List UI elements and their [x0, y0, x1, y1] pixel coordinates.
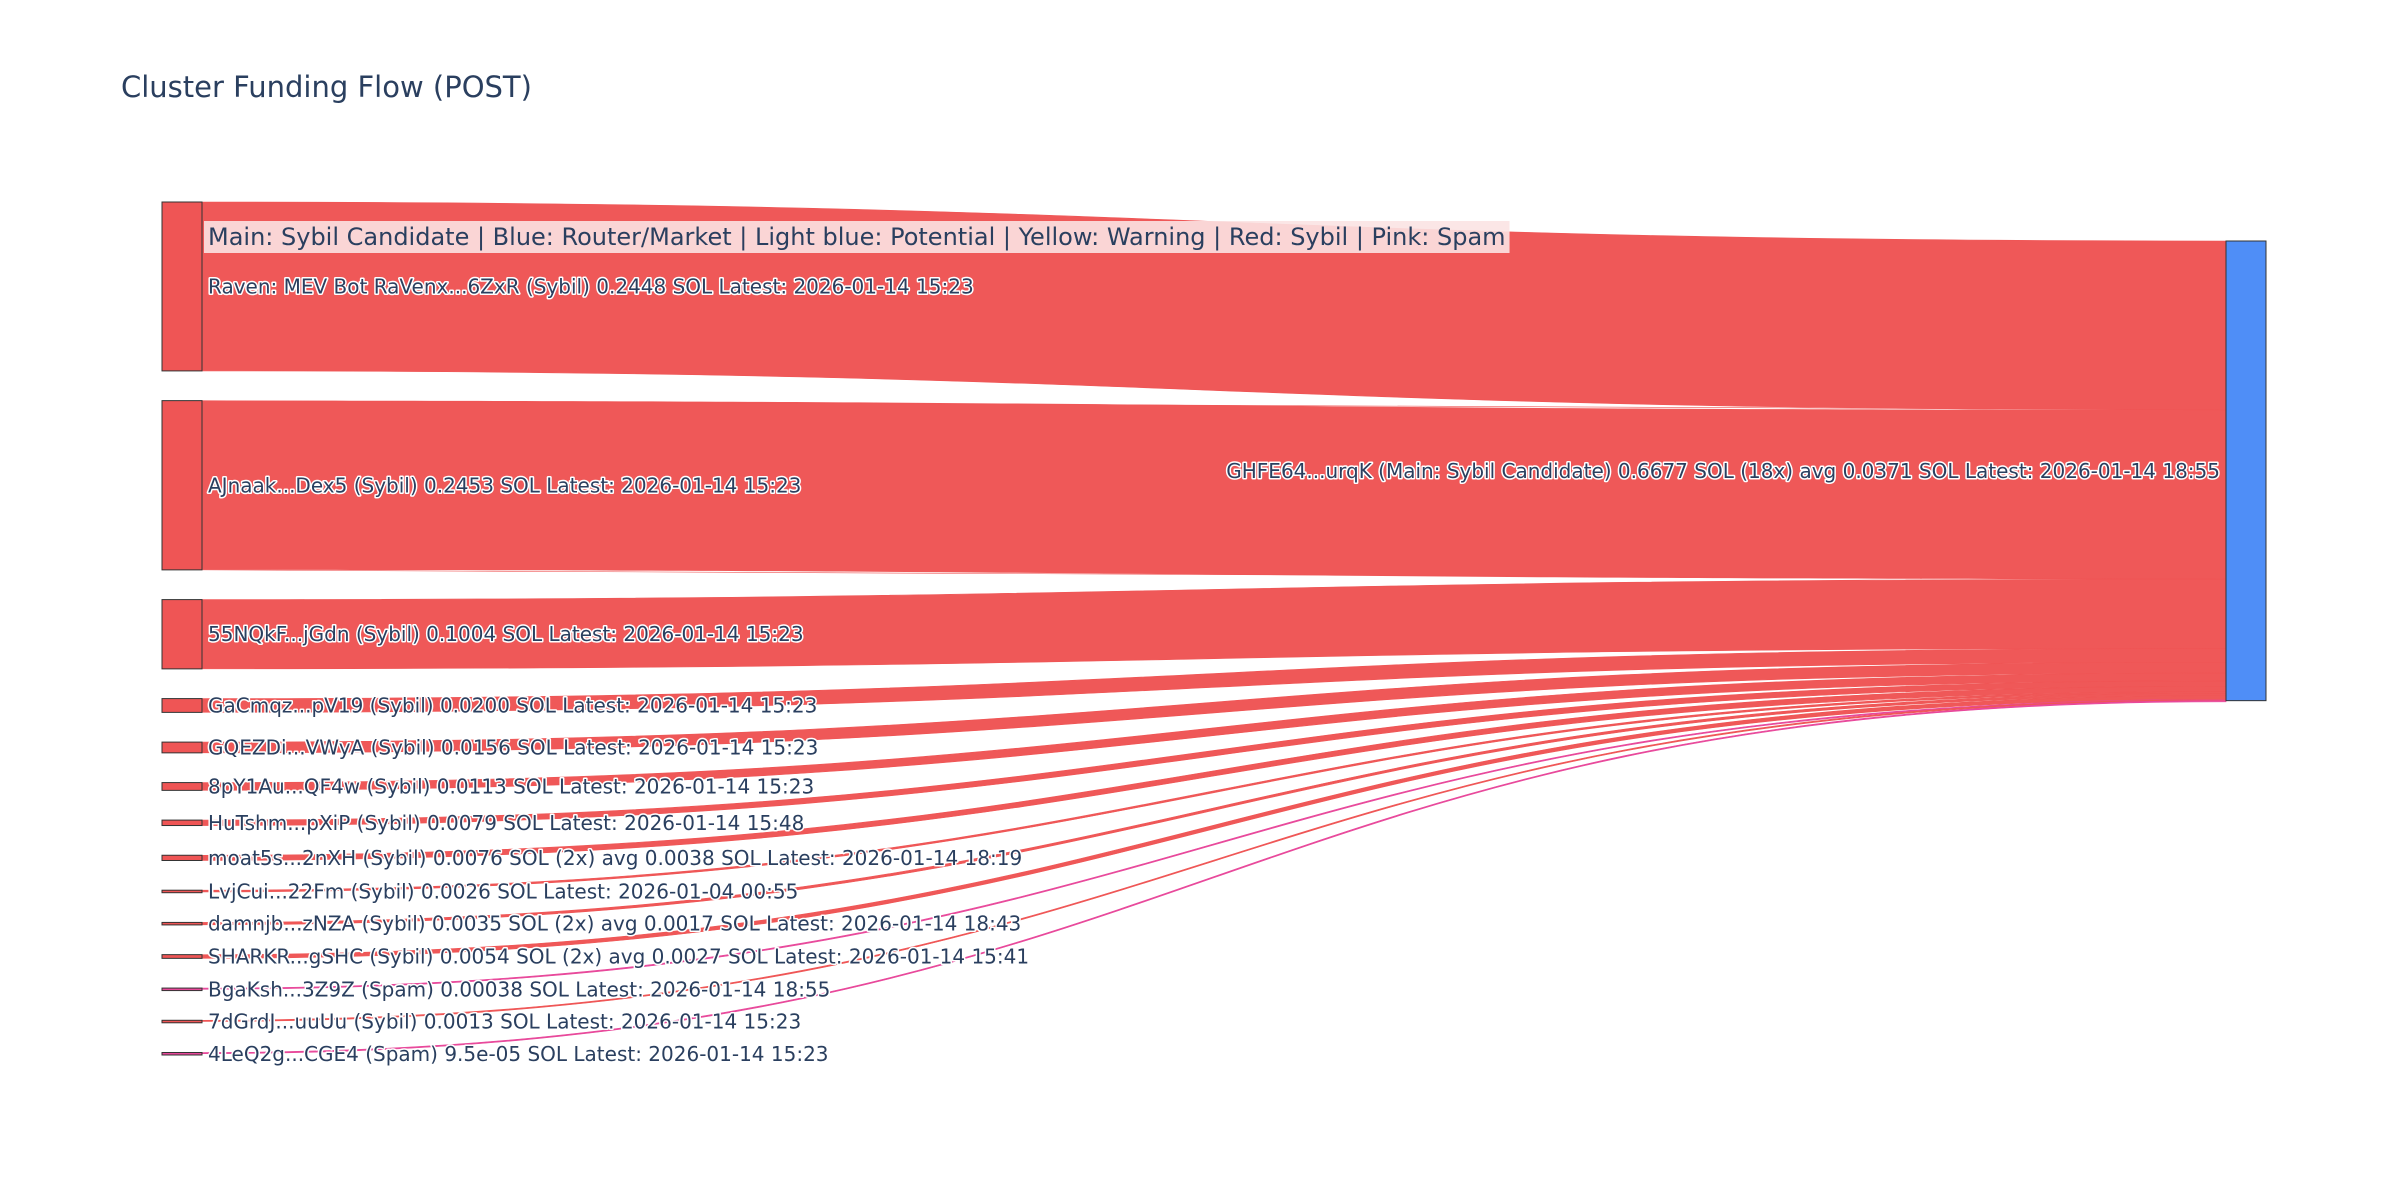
source-node-55nqkf-jgdn[interactable]	[161, 599, 203, 670]
source-label-ajnaak-dex5: AJnaak...Dex5 (Sybil) 0.2453 SOL Latest:…	[208, 473, 801, 497]
node-layer	[161, 201, 2267, 1056]
source-node-lvjcui-22fm[interactable]	[161, 889, 203, 894]
source-label-55nqkf-jgdn: 55NQkF...jGdn (Sybil) 0.1004 SOL Latest:…	[208, 622, 804, 646]
source-node-7dgrdj-uuuu[interactable]	[161, 1019, 203, 1024]
source-node-ajnaak-dex5[interactable]	[161, 400, 203, 571]
source-node-gqezdi-vwya[interactable]	[161, 741, 203, 754]
source-label-4leq2g-cge4: 4LeQ2g...CGE4 (Spam) 9.5e-05 SOL Latest:…	[208, 1042, 829, 1066]
source-label-bgaksh-3z9z: BgaKsh...3Z9Z (Spam) 0.00038 SOL Latest:…	[208, 977, 830, 1001]
source-node-gacmqz-pv19[interactable]	[161, 698, 203, 713]
source-label-gqezdi-vwya: GQEZDi...VWyA (Sybil) 0.0156 SOL Latest:…	[208, 735, 818, 759]
source-node-8py1au-qf4w[interactable]	[161, 782, 203, 791]
source-label-gacmqz-pv19: GaCmqz...pV19 (Sybil) 0.0200 SOL Latest:…	[208, 693, 817, 717]
chart-title: Cluster Funding Flow (POST)	[121, 70, 532, 104]
source-node-bgaksh-3z9z[interactable]	[161, 987, 203, 992]
source-label-damnjb-znza: damnjb...zNZA (Sybil) 0.0035 SOL (2x) av…	[208, 912, 1021, 936]
source-node-raven-mev-bot-ravenx-6zxr[interactable]	[161, 201, 203, 372]
source-node-sharkr-gshc[interactable]	[161, 954, 203, 959]
link-layer	[201, 201, 2227, 1055]
legend-note-background	[204, 221, 1510, 253]
source-label-moat5s-2nxh: moat5s...2nXH (Sybil) 0.0076 SOL (2x) av…	[208, 846, 1022, 870]
label-layer: Raven: MEV Bot RaVenx...6ZxR (Sybil) 0.2…	[207, 273, 2222, 1067]
source-node-moat5s-2nxh[interactable]	[161, 854, 203, 861]
target-node[interactable]	[2225, 240, 2267, 702]
source-node-4leq2g-cge4[interactable]	[161, 1052, 203, 1056]
source-label-lvjcui-22fm: LvjCui...22Fm (Sybil) 0.0026 SOL Latest:…	[208, 879, 798, 903]
source-label-8py1au-qf4w: 8pY1Au...QF4w (Sybil) 0.0113 SOL Latest:…	[208, 774, 814, 798]
flow-link-4leq2g-cge4[interactable]	[201, 700, 2227, 1055]
source-node-hutshm-pxip[interactable]	[161, 819, 203, 827]
target-label: GHFE64...urqK (Main: Sybil Candidate) 0.…	[1226, 459, 2220, 483]
source-label-7dgrdj-uuuu: 7dGrdJ...uuUu (Sybil) 0.0013 SOL Latest:…	[208, 1010, 801, 1034]
source-label-sharkr-gshc: SHARKR...gSHC (Sybil) 0.0054 SOL (2x) av…	[208, 944, 1029, 968]
source-node-damnjb-znza[interactable]	[161, 921, 203, 926]
source-label-hutshm-pxip: HuTshm...pXiP (Sybil) 0.0079 SOL Latest:…	[208, 811, 804, 835]
legend-note: Main: Sybil Candidate | Blue: Router/Mar…	[208, 223, 1506, 251]
source-label-raven-mev-bot-ravenx-6zxr: Raven: MEV Bot RaVenx...6ZxR (Sybil) 0.2…	[208, 274, 974, 298]
legend-note-group: Main: Sybil Candidate | Blue: Router/Mar…	[204, 221, 1510, 253]
